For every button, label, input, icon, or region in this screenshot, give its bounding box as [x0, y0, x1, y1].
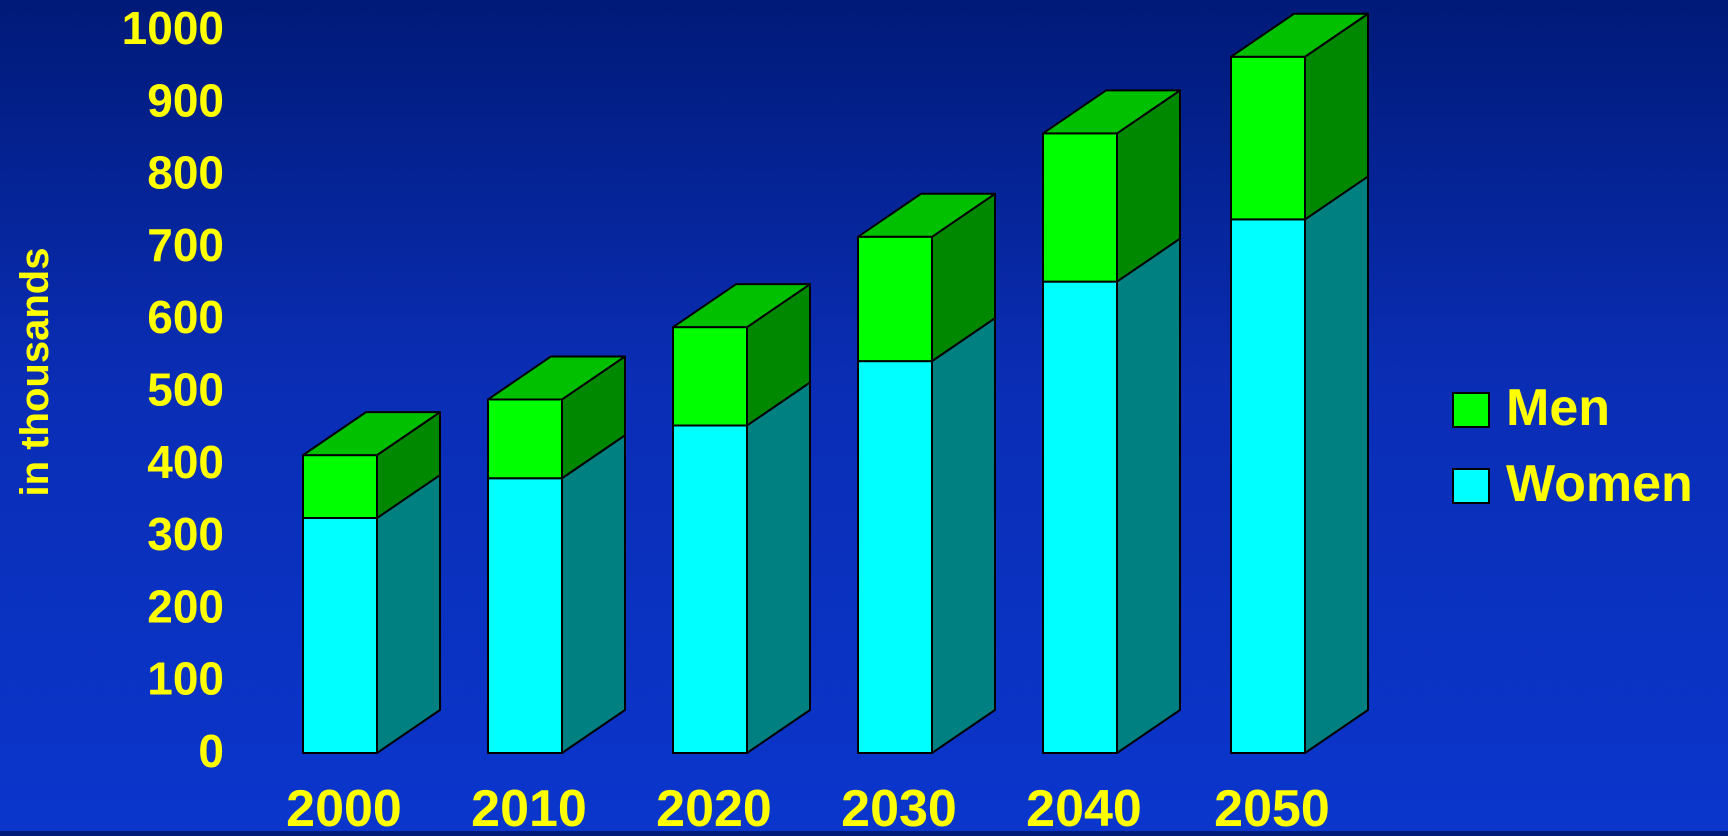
bar-women-side [747, 382, 810, 753]
bar-men [673, 327, 747, 425]
bar-women [858, 361, 932, 753]
bar-men [488, 399, 562, 478]
bar-men [858, 237, 932, 361]
y-tick-label: 200 [147, 580, 224, 632]
legend-swatch-women [1453, 469, 1489, 503]
bar-group-2030 [858, 194, 995, 753]
x-tick-label: 2040 [1026, 780, 1142, 831]
y-tick-label: 600 [147, 291, 224, 343]
y-tick-label: 500 [147, 364, 224, 416]
y-tick-label: 0 [198, 725, 224, 777]
bar-women [303, 518, 377, 753]
bar-women [673, 425, 747, 753]
y-axis-title: in thousands [13, 248, 57, 497]
legend-label-men: Men [1506, 379, 1610, 437]
y-axis-title-group: in thousands [13, 248, 57, 497]
bar-group-2040 [1043, 90, 1180, 753]
bar-men [1043, 133, 1117, 281]
y-tick-label: 700 [147, 219, 224, 271]
bar-group-2020 [673, 284, 810, 753]
bar-women-side [1117, 239, 1180, 753]
y-tick-label: 400 [147, 436, 224, 488]
bar-women-side [932, 318, 995, 753]
legend-swatch-men [1453, 393, 1489, 427]
bar-women-side [1305, 176, 1368, 753]
bar-women [488, 478, 562, 753]
bar-group-2050 [1231, 14, 1368, 753]
bar-women [1231, 219, 1305, 753]
bar-men [303, 455, 377, 518]
x-tick-label: 2020 [656, 780, 772, 831]
bar-men [1231, 57, 1305, 220]
y-tick-label: 900 [147, 74, 224, 126]
y-axis-ticks: 0 100 200 300 400 500 600 700 800 900 1000 [122, 2, 224, 777]
x-tick-label: 2000 [286, 780, 402, 831]
bars [303, 14, 1368, 753]
x-axis-ticks: 2000 2010 2020 2030 2040 2050 [286, 780, 1330, 831]
x-tick-label: 2030 [841, 780, 957, 831]
y-tick-label: 800 [147, 147, 224, 199]
x-tick-label: 2050 [1214, 780, 1330, 831]
legend-label-women: Women [1506, 455, 1693, 513]
bar-women-side [377, 475, 440, 753]
bar-group-2010 [488, 356, 625, 753]
x-tick-label: 2010 [471, 780, 587, 831]
y-tick-label: 1000 [122, 2, 224, 54]
bar-group-2000 [303, 412, 440, 753]
y-tick-label: 300 [147, 508, 224, 560]
bar-women-side [562, 435, 625, 753]
legend: Men Women [1453, 379, 1693, 513]
y-tick-label: 100 [147, 653, 224, 705]
bar-women [1043, 282, 1117, 753]
